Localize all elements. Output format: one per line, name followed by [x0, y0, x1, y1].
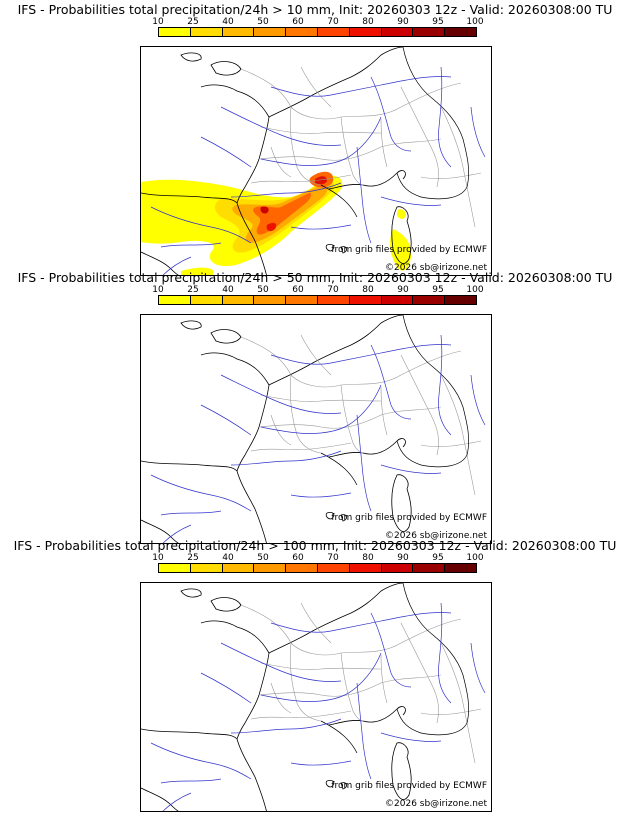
legend-colorbar [158, 563, 477, 573]
legend-color-swatch [381, 296, 414, 304]
legend-tick-label: 25 [187, 17, 199, 27]
legend-color-swatch [317, 564, 350, 572]
country-borders [320, 47, 469, 218]
country-borders [320, 315, 469, 486]
legend-tick-label: 60 [292, 17, 304, 27]
rivers [150, 66, 486, 275]
legend-color-swatch [222, 564, 255, 572]
legend-color-swatch [254, 28, 287, 36]
legend-color-swatch [159, 296, 191, 304]
legend-tick-label: 10 [152, 17, 164, 27]
map-panel: IFS - Probabilities total precipitation/… [0, 536, 630, 812]
legend-tick-label: 80 [362, 17, 374, 27]
admin-borders [240, 334, 482, 496]
legend-tick-label: 90 [397, 17, 409, 27]
legend-tick-label: 70 [327, 17, 339, 27]
legend-tick-label: 50 [257, 17, 269, 27]
legend-color-swatch [349, 296, 382, 304]
admin-borders [240, 602, 482, 764]
rivers [150, 602, 486, 811]
legend-color-swatch [349, 28, 382, 36]
legend-tick-label: 90 [397, 553, 409, 563]
legend-tick-label: 10 [152, 285, 164, 295]
legend-ticks: 10 25 40 50 60 70 80 90 95 100 [140, 285, 490, 295]
legend-tick-label: 60 [292, 553, 304, 563]
legend-tick-label: 40 [222, 285, 234, 295]
legend-color-swatch [445, 28, 476, 36]
map-panel: IFS - Probabilities total precipitation/… [0, 268, 630, 544]
legend-tick-label: 40 [222, 17, 234, 27]
legend-color-swatch [254, 564, 287, 572]
legend-ticks: 10 25 40 50 60 70 80 90 95 100 [140, 553, 490, 563]
legend-tick-label: 95 [432, 17, 444, 27]
legend-colorbar [158, 27, 477, 37]
legend-color-swatch [222, 296, 255, 304]
panel-title: IFS - Probabilities total precipitation/… [17, 2, 613, 17]
legend-color-swatch [190, 564, 223, 572]
legend-color-swatch [317, 28, 350, 36]
legend-tick-label: 10 [152, 553, 164, 563]
legend-tick-label: 95 [432, 553, 444, 563]
legend-color-swatch [413, 564, 446, 572]
coastline [141, 47, 412, 275]
map-frame: from grib files provided by ECMWF ©2026 s… [140, 582, 492, 812]
rivers [150, 334, 486, 543]
legend-color-swatch [413, 296, 446, 304]
legend-color-swatch [381, 28, 414, 36]
coastline [141, 583, 412, 811]
source-credit: from grib files provided by ECMWF [331, 513, 487, 523]
legend-tick-label: 25 [187, 285, 199, 295]
legend-color-swatch [286, 296, 318, 304]
legend-color-swatch [286, 564, 318, 572]
legend-color-swatch [190, 28, 223, 36]
legend-color-swatch [445, 564, 476, 572]
legend-tick-label: 80 [362, 553, 374, 563]
map-panel: IFS - Probabilities total precipitation/… [0, 0, 630, 276]
legend-color-swatch [445, 296, 476, 304]
legend-tick-label: 70 [327, 553, 339, 563]
legend-tick-label: 70 [327, 285, 339, 295]
copyright-credit: ©2026 sb@irizone.net [385, 531, 487, 541]
legend-color-swatch [286, 28, 318, 36]
legend-color-swatch [381, 564, 414, 572]
legend-color-swatch [317, 296, 350, 304]
legend-color-swatch [413, 28, 446, 36]
legend-tick-label: 100 [466, 285, 484, 295]
admin-borders [240, 66, 482, 228]
legend-tick-label: 100 [466, 17, 484, 27]
source-credit: from grib files provided by ECMWF [331, 781, 487, 791]
legend-tick-label: 95 [432, 285, 444, 295]
legend-color-swatch [349, 564, 382, 572]
legend-color-swatch [159, 564, 191, 572]
legend-tick-label: 25 [187, 553, 199, 563]
legend-tick-label: 90 [397, 285, 409, 295]
legend-tick-label: 100 [466, 553, 484, 563]
copyright-credit: ©2026 sb@irizone.net [385, 263, 487, 273]
legend-tick-label: 50 [257, 285, 269, 295]
legend-tick-label: 80 [362, 285, 374, 295]
source-credit: from grib files provided by ECMWF [331, 245, 487, 255]
legend-color-swatch [190, 296, 223, 304]
legend-color-swatch [159, 28, 191, 36]
legend-tick-label: 60 [292, 285, 304, 295]
legend-colorbar [158, 295, 477, 305]
panel-title: IFS - Probabilities total precipitation/… [13, 538, 617, 553]
france-map-svg [141, 583, 486, 811]
france-map-svg [141, 47, 486, 275]
france-map-svg [141, 315, 486, 543]
legend-color-swatch [222, 28, 255, 36]
legend-tick-label: 40 [222, 553, 234, 563]
legend-ticks: 10 25 40 50 60 70 80 90 95 100 [140, 17, 490, 27]
copyright-credit: ©2026 sb@irizone.net [385, 799, 487, 809]
legend-color-swatch [254, 296, 287, 304]
legend-tick-label: 50 [257, 553, 269, 563]
precip-probability-field [141, 171, 412, 275]
map-frame: from grib files provided by ECMWF ©2026 s… [140, 46, 492, 276]
country-borders [320, 583, 469, 754]
map-frame: from grib files provided by ECMWF ©2026 s… [140, 314, 492, 544]
panel-title: IFS - Probabilities total precipitation/… [17, 270, 613, 285]
coastline [141, 315, 412, 543]
